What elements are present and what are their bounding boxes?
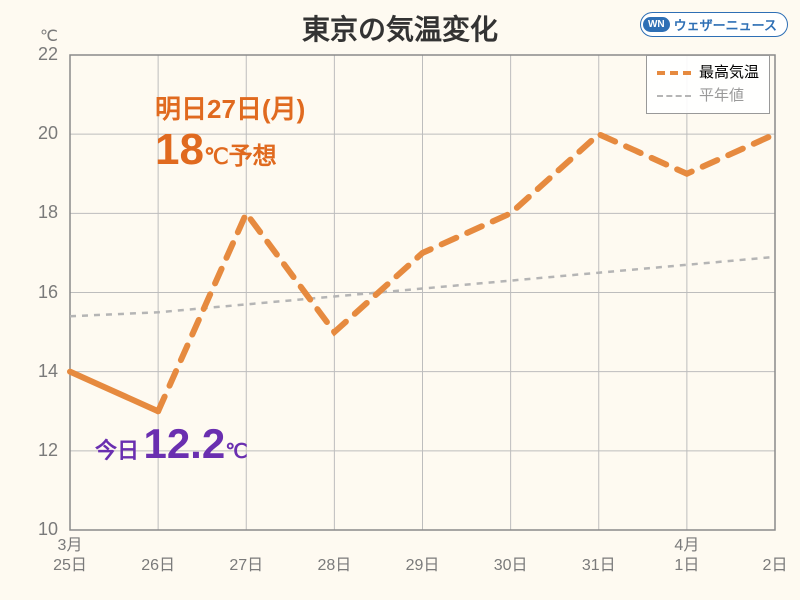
legend-swatch-high bbox=[657, 71, 691, 75]
y-tick-label: 14 bbox=[18, 361, 58, 382]
legend-swatch-avg bbox=[657, 95, 691, 97]
x-tick-label: 26日 bbox=[141, 536, 175, 576]
legend-label-avg: 平年値 bbox=[699, 85, 744, 108]
x-tick-label: 29日 bbox=[406, 536, 440, 576]
annotation-today: 今日 12.2℃ bbox=[95, 420, 248, 468]
chart-container: 東京の気温変化 WN ウェザーニュース ℃ 10121416182022 3月 … bbox=[0, 0, 800, 600]
legend: 最高気温 平年値 bbox=[646, 55, 770, 114]
y-tick-label: 22 bbox=[18, 44, 58, 65]
y-tick-label: 12 bbox=[18, 440, 58, 461]
x-tick-label: 4月 1日 bbox=[674, 536, 699, 576]
y-tick-label: 20 bbox=[18, 123, 58, 144]
annotation-forecast: 明日27日(月)18℃予想 bbox=[155, 95, 305, 175]
y-tick-label: 10 bbox=[18, 519, 58, 540]
legend-item-avg: 平年値 bbox=[657, 85, 759, 108]
x-tick-label: 30日 bbox=[494, 536, 528, 576]
y-tick-label: 16 bbox=[18, 282, 58, 303]
x-tick-label: 2日 bbox=[763, 536, 788, 576]
x-tick-label: 28日 bbox=[317, 536, 351, 576]
x-tick-label: 27日 bbox=[229, 536, 263, 576]
legend-item-high: 最高気温 bbox=[657, 62, 759, 85]
x-tick-label: 3月 25日 bbox=[53, 536, 87, 576]
y-tick-label: 18 bbox=[18, 202, 58, 223]
x-tick-label: 31日 bbox=[582, 536, 616, 576]
legend-label-high: 最高気温 bbox=[699, 62, 759, 85]
